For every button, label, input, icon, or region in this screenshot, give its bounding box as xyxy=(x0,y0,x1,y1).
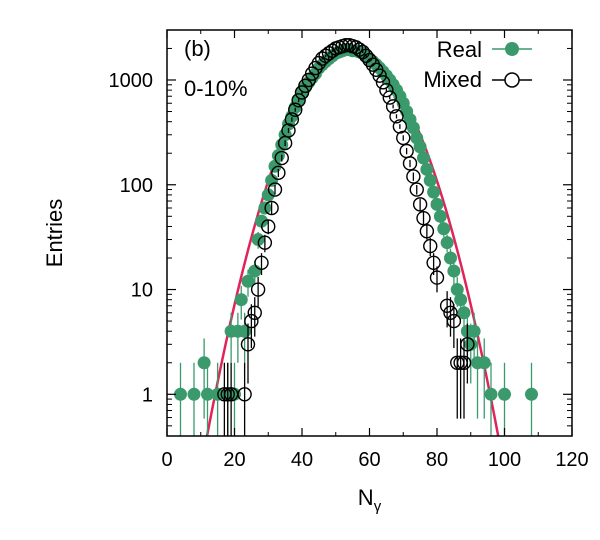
data-point-real xyxy=(187,387,201,401)
panel-label: (b) xyxy=(184,36,211,61)
data-point-mixed xyxy=(406,169,421,184)
y-tick-label: 1000 xyxy=(109,70,154,92)
data-point-mixed xyxy=(456,355,472,370)
data-point-mixed xyxy=(426,255,441,270)
data-point-real xyxy=(430,197,444,211)
data-point-real xyxy=(444,251,457,265)
data-point-real xyxy=(464,337,478,351)
series-real xyxy=(174,43,538,436)
legend-real-marker xyxy=(505,42,519,56)
data-point-real xyxy=(423,173,437,187)
data-point-mixed xyxy=(419,224,435,239)
data-point-mixed xyxy=(264,200,279,216)
x-tick-label: 100 xyxy=(488,449,521,471)
data-point-mixed xyxy=(294,85,310,100)
centrality-annotation: 0-10% xyxy=(184,76,248,101)
data-point-mixed xyxy=(267,182,283,197)
data-point-real xyxy=(234,293,248,307)
y-axis-title: Entries xyxy=(42,199,67,267)
data-point-mixed xyxy=(409,182,424,197)
legend: Real Mixed xyxy=(423,37,532,92)
x-axis-title-main: N xyxy=(358,485,374,510)
data-point-real xyxy=(477,356,491,370)
legend-mixed-label: Mixed xyxy=(423,67,482,92)
data-point-mixed xyxy=(271,165,286,181)
x-axis-title-subscript: γ xyxy=(374,498,382,515)
data-point-real xyxy=(433,209,447,223)
data-point-mixed xyxy=(250,282,266,297)
data-point-real xyxy=(525,387,538,401)
data-point-mixed xyxy=(257,235,273,250)
data-point-real xyxy=(447,264,461,278)
data-point-real xyxy=(201,387,214,401)
x-tick-label: 20 xyxy=(223,449,245,471)
data-point-mixed xyxy=(423,238,438,254)
data-point-mixed xyxy=(443,305,458,320)
data-point-mixed xyxy=(261,219,276,234)
data-point-mixed xyxy=(385,99,401,114)
data-point-real xyxy=(440,236,454,250)
data-point-mixed xyxy=(412,197,428,212)
x-axis-title: Nγ xyxy=(358,485,382,515)
y-tick-label: 100 xyxy=(120,175,153,197)
data-point-real xyxy=(427,185,441,199)
data-point-real xyxy=(248,264,262,278)
data-point-mixed xyxy=(460,337,475,352)
x-tick-label: 0 xyxy=(161,449,172,471)
data-point-mixed xyxy=(362,52,377,68)
x-tick-label: 80 xyxy=(426,449,448,471)
data-point-real xyxy=(420,162,434,176)
data-point-mixed xyxy=(240,337,256,352)
data-point-mixed xyxy=(281,123,296,138)
data-point-real xyxy=(498,387,511,401)
points-layer xyxy=(174,37,538,436)
x-tick-label: 40 xyxy=(291,449,313,471)
data-point-mixed xyxy=(247,305,262,320)
data-point-real xyxy=(174,387,187,401)
data-point-real xyxy=(484,387,498,401)
data-point-mixed xyxy=(389,109,404,124)
x-tick-label: 120 xyxy=(555,449,588,471)
data-point-real xyxy=(467,324,481,338)
data-point-mixed xyxy=(220,387,235,402)
data-point-real xyxy=(454,293,468,307)
fit-layer xyxy=(205,50,500,436)
series-mixed xyxy=(217,37,475,436)
data-point-mixed xyxy=(244,313,259,329)
data-point-mixed xyxy=(416,210,431,226)
data-point-real xyxy=(251,233,265,247)
data-point-mixed xyxy=(402,156,418,171)
fit-curve xyxy=(205,50,500,436)
x-tick-label: 60 xyxy=(358,449,380,471)
data-point-mixed xyxy=(254,255,269,270)
data-point-mixed xyxy=(396,130,411,146)
y-tick-label: 1 xyxy=(142,384,153,406)
data-point-mixed xyxy=(338,37,354,53)
data-point-real xyxy=(241,274,255,288)
legend-mixed-marker xyxy=(504,72,520,88)
data-point-real xyxy=(417,151,430,165)
data-point-real xyxy=(255,214,268,228)
data-point-mixed xyxy=(382,90,397,105)
data-point-mixed xyxy=(446,313,462,329)
data-point-mixed xyxy=(375,75,391,90)
data-point-real xyxy=(261,188,275,202)
data-point-mixed xyxy=(429,270,445,285)
data-point-real xyxy=(197,356,211,370)
data-point-real xyxy=(413,140,427,154)
data-point-real xyxy=(265,173,279,187)
data-point-mixed xyxy=(379,82,394,98)
data-point-mixed xyxy=(237,387,252,402)
data-point-mixed xyxy=(291,93,306,108)
data-point-real xyxy=(406,121,420,135)
legend-real-label: Real xyxy=(437,37,482,62)
data-point-mixed xyxy=(284,112,300,127)
data-point-mixed xyxy=(274,150,289,166)
data-point-mixed xyxy=(288,102,303,117)
y-tick-label: 10 xyxy=(131,280,153,302)
data-point-real xyxy=(437,222,451,236)
data-point-mixed xyxy=(372,68,387,83)
